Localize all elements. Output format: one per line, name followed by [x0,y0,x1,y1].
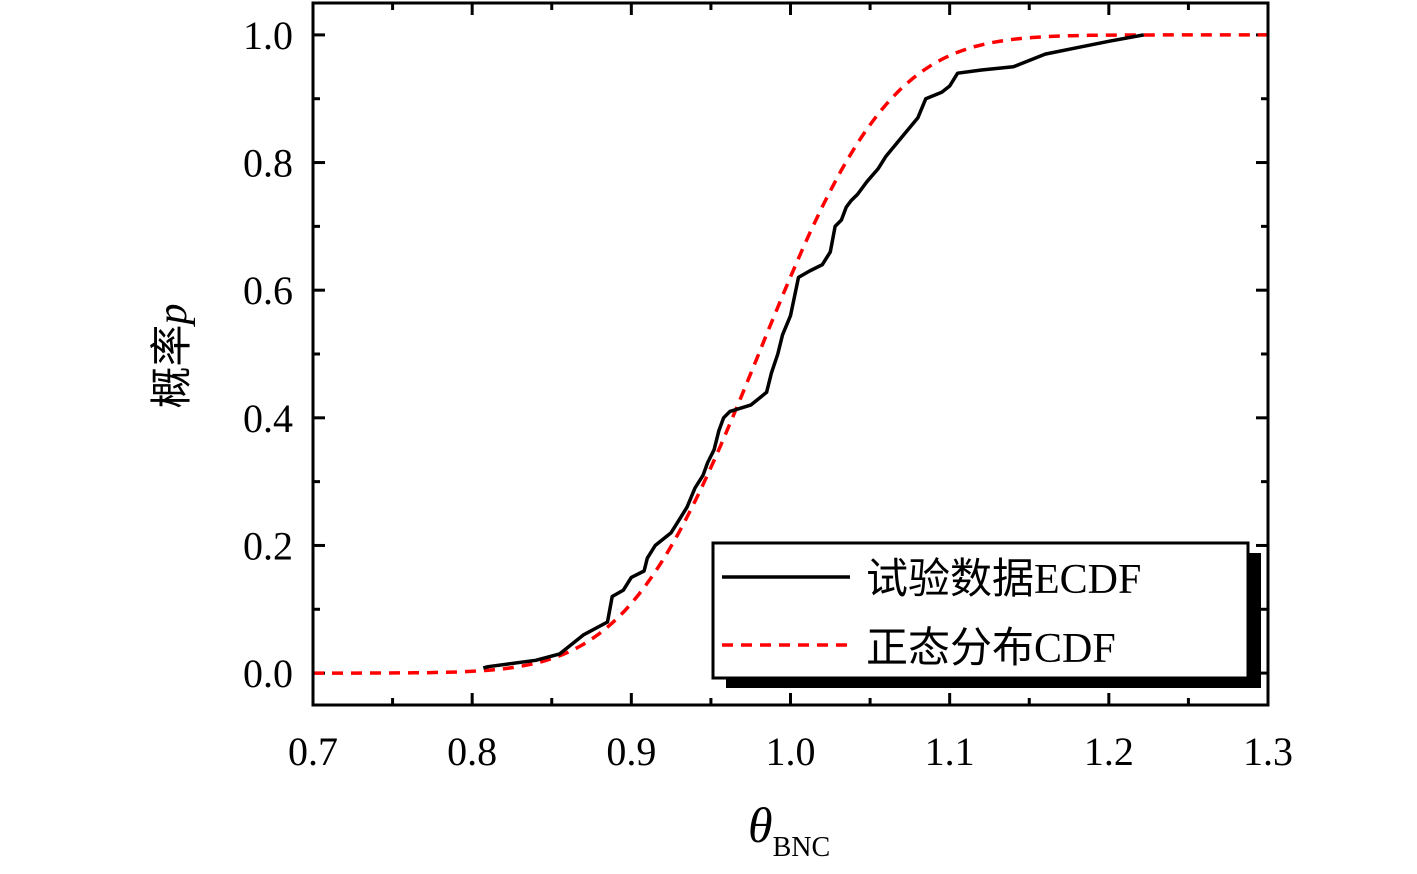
x-axis-title-main: θ [748,797,773,853]
x-axis-ticks: 0.7 0.8 0.9 1.0 1.1 1.2 1.3 [288,3,1293,774]
x-tick-label: 0.7 [288,729,338,774]
legend-box [711,541,1250,680]
plot-frame [311,1,1270,707]
x-axis-title-sub: BNC [773,832,831,863]
x-axis-title: θBNC [748,797,830,863]
x-tick-label: 1.3 [1243,729,1293,774]
y-axis-title-main: 概率 [149,324,196,408]
legend-label-ecdf: 试验数据ECDF [866,556,1141,603]
series-layer [313,33,1268,675]
y-tick-label: 0.4 [243,396,293,441]
y-tick-label: 0.6 [243,268,293,313]
y-tick-label: 1.0 [243,13,293,58]
x-tick-label: 1.2 [1084,729,1134,774]
y-axis-title-italic: p [150,303,196,327]
legend: 试验数据ECDF 正态分布CDF [711,541,1261,688]
y-axis-ticks: 0.0 0.2 0.4 0.6 0.8 1.0 [243,13,1268,696]
x-tick-label: 0.8 [447,729,497,774]
y-tick-label: 0.8 [243,141,293,186]
x-tick-label: 0.9 [606,729,656,774]
y-axis-title: 概率p [149,303,196,408]
x-tick-label: 1.0 [766,729,816,774]
series-ecdf-line [482,33,1145,670]
y-tick-label: 0.2 [243,523,293,568]
y-tick-label: 0.0 [243,651,293,696]
series-normal-cdf-line [313,33,1268,675]
legend-label-normal-cdf: 正态分布CDF [866,626,1116,672]
x-tick-label: 1.1 [925,729,975,774]
